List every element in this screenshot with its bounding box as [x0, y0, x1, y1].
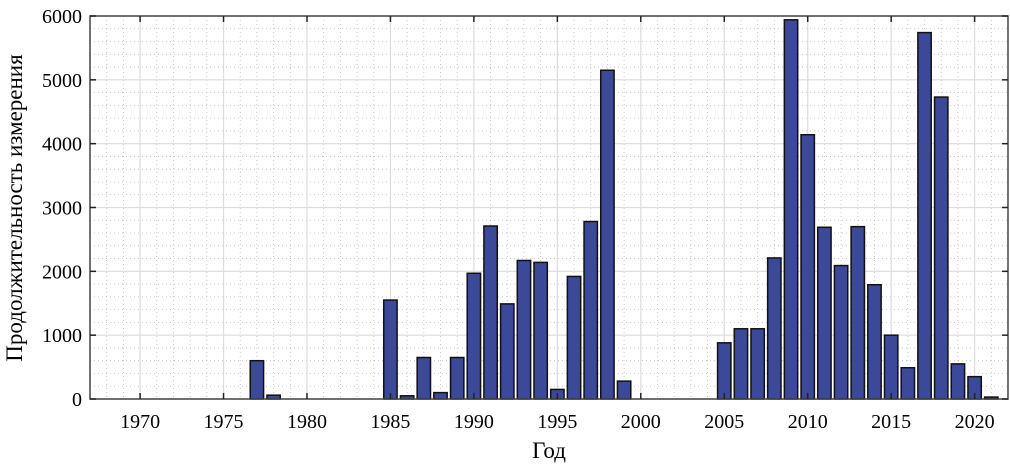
bar-2015 — [883, 334, 899, 400]
x-tick-label: 1995 — [537, 411, 577, 433]
bar-2019 — [950, 363, 966, 400]
bar-1988 — [433, 391, 448, 400]
bar-2005 — [716, 342, 732, 400]
bar-1985 — [383, 299, 398, 400]
x-tick-label: 1980 — [287, 411, 327, 433]
y-tick-label: 6000 — [42, 6, 82, 28]
x-tick-label: 1970 — [120, 411, 160, 433]
bar-2014 — [867, 283, 882, 400]
bar-2016 — [900, 366, 916, 400]
bar-2018 — [933, 96, 949, 400]
bar-2012 — [833, 264, 849, 400]
x-tick-label: 2000 — [621, 411, 661, 433]
bar-1992 — [499, 303, 515, 400]
bar-1993 — [516, 259, 532, 400]
bar-1998 — [599, 69, 615, 400]
bar-1990 — [466, 272, 482, 400]
y-axis-label: Продолжительность измерения — [2, 54, 27, 362]
y-tick-label: 5000 — [42, 70, 82, 92]
bar-2011 — [816, 226, 832, 400]
bar-2013 — [850, 225, 866, 400]
x-tick-label: 1975 — [204, 411, 244, 433]
bar-2017 — [917, 31, 932, 400]
bar-2008 — [766, 257, 782, 400]
y-tick-label: 3000 — [42, 198, 82, 220]
bar-1996 — [566, 275, 582, 400]
axes — [89, 15, 1009, 400]
x-tick-label: 2020 — [955, 411, 995, 433]
bar-2006 — [733, 328, 749, 400]
y-tick-label: 0 — [72, 389, 82, 411]
bar-2009 — [783, 19, 799, 400]
y-tick-labels: 0 1000 2000 3000 4000 5000 6000 — [42, 6, 82, 411]
y-tick-label: 1000 — [42, 325, 82, 347]
bar-1997 — [583, 220, 599, 400]
bar-1987 — [416, 356, 432, 400]
y-tick-label: 4000 — [42, 134, 82, 156]
bar-1991 — [483, 225, 499, 400]
x-tick-label: 1985 — [370, 411, 410, 433]
bar-1999 — [616, 380, 632, 400]
x-tick-label: 2010 — [788, 411, 828, 433]
y-tick-label: 2000 — [42, 261, 82, 283]
bar-2007 — [750, 328, 766, 400]
x-tick-labels: 1970 1975 1980 1985 1990 1995 2000 2005 2010 2015… — [120, 411, 995, 433]
x-axis-label: Год — [532, 438, 566, 463]
bar-2010 — [800, 133, 816, 400]
bar-1994 — [533, 261, 549, 400]
x-tick-label: 2005 — [704, 411, 744, 433]
bar-1989 — [449, 356, 465, 400]
bar-1977 — [249, 359, 265, 400]
x-tick-label: 1990 — [454, 411, 494, 433]
x-tick-label: 2015 — [871, 411, 911, 433]
